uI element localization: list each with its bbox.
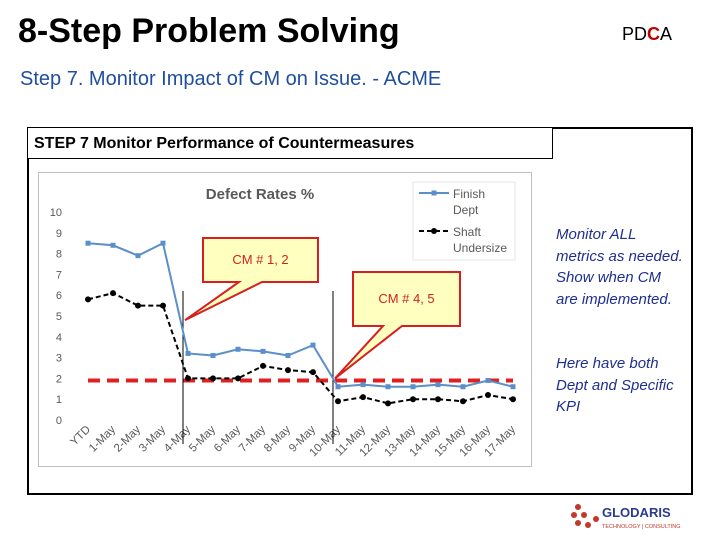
finish-dept-point bbox=[385, 384, 391, 390]
finish-dept-point bbox=[85, 240, 91, 246]
shaft-undersize-point bbox=[485, 392, 491, 399]
y-tick-label: 0 bbox=[56, 415, 62, 427]
shaft-undersize-point bbox=[510, 396, 516, 403]
shaft-undersize-point bbox=[435, 396, 441, 403]
chart-legend bbox=[412, 181, 516, 261]
pdca-suffix: A bbox=[660, 24, 673, 44]
slide-title: 8-Step Problem Solving bbox=[18, 12, 400, 50]
slide-subtitle: Step 7. Monitor Impact of CM on Issue. -… bbox=[20, 68, 442, 90]
y-tick-label: 3 bbox=[56, 353, 62, 365]
shaft-undersize-point bbox=[385, 400, 391, 407]
legend-label-finish: Finish Dept bbox=[453, 187, 485, 217]
shaft-undersize-point bbox=[460, 398, 466, 405]
finish-dept-point bbox=[285, 353, 291, 359]
shaft-undersize-point bbox=[210, 375, 216, 382]
finish-dept-point bbox=[235, 346, 241, 352]
finish-dept-point bbox=[435, 382, 441, 388]
finish-dept-line bbox=[87, 241, 514, 388]
shaft-undersize-point bbox=[235, 375, 241, 382]
y-tick-label: 9 bbox=[56, 228, 62, 240]
y-tick-label: 7 bbox=[56, 269, 62, 281]
y-tick-label: 8 bbox=[56, 249, 62, 261]
cm-callout-1-label: CM # 1, 2 bbox=[232, 252, 288, 267]
finish-dept-point bbox=[260, 348, 266, 354]
glodaris-logo: GLODARIS TECHNOLOGY | CONSULTING bbox=[571, 504, 681, 530]
shaft-undersize-line bbox=[87, 292, 514, 405]
defect-rates-chart: Defect Rates %012345678910YTD1-May2-May3… bbox=[38, 172, 532, 467]
shaft-undersize-point bbox=[410, 396, 416, 403]
pdca-prefix: PD bbox=[622, 24, 648, 44]
shaft-undersize-point bbox=[310, 369, 316, 376]
y-tick-label: 1 bbox=[56, 394, 62, 406]
shaft-undersize-point bbox=[360, 394, 366, 401]
pdca-highlight: C bbox=[647, 24, 661, 44]
legend-marker-finish bbox=[431, 190, 437, 196]
finish-dept-point bbox=[160, 240, 166, 246]
shaft-undersize-point bbox=[110, 290, 116, 297]
y-tick-label: 5 bbox=[56, 311, 62, 323]
legend-marker-shaft bbox=[431, 228, 437, 234]
note-monitor-metrics: Monitor ALL metrics as needed. Show when… bbox=[556, 226, 683, 308]
finish-dept-point bbox=[410, 384, 416, 390]
shaft-undersize-point bbox=[185, 375, 191, 382]
finish-dept-point bbox=[460, 384, 466, 390]
finish-dept-point bbox=[110, 242, 116, 248]
logo-tagline: TECHNOLOGY | CONSULTING bbox=[602, 524, 681, 530]
finish-dept-point bbox=[135, 253, 141, 259]
shaft-undersize-point bbox=[260, 362, 266, 369]
logo-name: GLODARIS bbox=[602, 505, 671, 520]
legend-label-shaft: Shaft Undersize bbox=[453, 225, 507, 255]
shaft-undersize-point bbox=[85, 296, 91, 303]
cm-callout-2 bbox=[334, 271, 461, 380]
shaft-undersize-point bbox=[135, 302, 141, 309]
shaft-undersize-point bbox=[285, 367, 291, 374]
finish-dept-point bbox=[485, 377, 491, 383]
finish-dept-point bbox=[360, 382, 366, 388]
finish-dept-point bbox=[210, 353, 216, 359]
chart-title: Defect Rates % bbox=[206, 186, 314, 203]
logo-mark-icon bbox=[571, 504, 599, 528]
y-tick-label: 10 bbox=[50, 207, 62, 219]
finish-dept-point bbox=[310, 342, 316, 348]
finish-dept-point bbox=[185, 350, 191, 356]
y-tick-label: 2 bbox=[56, 373, 62, 385]
y-tick-label: 6 bbox=[56, 290, 62, 302]
cm-callout-1 bbox=[184, 237, 319, 322]
note-dept-kpi: Here have both Dept and Specific KPI bbox=[556, 355, 674, 415]
cm-callout-2-label: CM # 4, 5 bbox=[378, 291, 434, 306]
finish-dept-point bbox=[510, 384, 516, 390]
step-label: STEP 7 Monitor Performance of Countermea… bbox=[27, 127, 553, 159]
y-tick-label: 4 bbox=[56, 332, 62, 344]
pdca-indicator: PDCA bbox=[622, 24, 672, 45]
shaft-undersize-point bbox=[335, 398, 341, 405]
finish-dept-point bbox=[335, 384, 341, 390]
shaft-undersize-point bbox=[160, 302, 166, 309]
